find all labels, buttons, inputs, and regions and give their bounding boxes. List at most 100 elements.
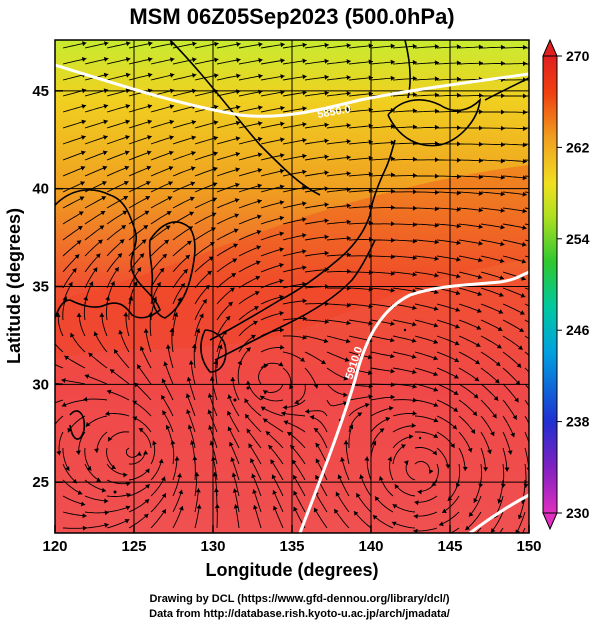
streamline <box>348 93 373 97</box>
streamline-arrow <box>81 119 86 125</box>
streamline-arrow <box>102 181 107 186</box>
streamline-arrow <box>147 57 153 62</box>
streamline-arrow <box>111 464 116 469</box>
streamline-arrow <box>281 411 286 417</box>
streamline-arrow <box>302 265 307 271</box>
streamline <box>414 303 439 311</box>
streamline-arrow <box>324 138 329 144</box>
streamline-arrow <box>433 433 438 438</box>
streamline <box>172 136 197 145</box>
streamline-arrow <box>470 429 475 434</box>
streamline-arrow <box>412 76 417 81</box>
streamline-arrow <box>263 418 268 423</box>
streamline-arrow <box>302 122 307 127</box>
streamline-arrow <box>167 196 173 201</box>
streamline-arrow <box>411 423 416 428</box>
streamline-arrow <box>80 501 86 507</box>
streamline <box>162 410 174 433</box>
streamline <box>480 255 505 263</box>
streamline-arrow <box>434 76 439 82</box>
streamline-arrow <box>280 105 285 111</box>
streamline-arrow <box>125 481 131 487</box>
colorbar-min-arrow <box>542 512 558 531</box>
streamline-arrow <box>412 255 417 261</box>
x-tick-label: 130 <box>200 538 225 555</box>
streamline <box>62 120 87 129</box>
streamline-arrow <box>164 239 169 245</box>
streamline-arrow <box>280 74 285 79</box>
streamline-arrow <box>346 75 351 80</box>
streamline-arrow <box>67 427 72 433</box>
streamline-arrow <box>190 440 195 445</box>
streamline-arrow <box>124 519 130 524</box>
streamline-arrow <box>434 239 439 245</box>
streamline-arrow <box>522 175 527 181</box>
streamline-arrow <box>324 122 329 128</box>
streamline-arrow <box>161 378 167 384</box>
streamline <box>233 488 240 513</box>
streamline <box>458 351 480 365</box>
streamline-arrow <box>162 410 167 416</box>
streamline-arrow <box>77 226 83 231</box>
streamline-arrow <box>192 57 197 63</box>
streamline <box>326 172 351 177</box>
streamline-arrow <box>412 124 417 130</box>
streamline-arrow <box>145 484 150 489</box>
streamline-arrow <box>432 450 437 455</box>
streamline-arrow <box>346 235 351 241</box>
streamline <box>436 367 459 379</box>
streamline <box>450 527 460 533</box>
streamline-arrow <box>499 275 504 280</box>
streamline-arrow <box>522 208 527 214</box>
streamline-arrow <box>185 393 191 399</box>
streamline-arrow <box>124 165 130 171</box>
streamline-arrow <box>455 324 460 329</box>
streamline-arrow <box>390 43 395 49</box>
streamline <box>282 266 307 273</box>
streamline-arrow <box>81 57 87 62</box>
streamline-arrow <box>522 109 527 115</box>
streamline <box>282 335 307 339</box>
streamline-arrow <box>253 320 258 326</box>
streamline-arrow <box>476 308 482 313</box>
streamline-arrow <box>230 457 236 462</box>
streamline <box>370 125 395 129</box>
streamline-arrow <box>280 121 285 127</box>
streamline-arrow <box>294 399 300 405</box>
streamline-arrow <box>258 73 263 79</box>
streamline-arrow <box>378 476 384 481</box>
streamline-arrow <box>83 296 88 301</box>
y-axis-label: Latitude (degrees) <box>4 208 24 364</box>
streamline <box>333 508 350 529</box>
streamline-arrow <box>144 499 150 504</box>
streamline-arrow <box>169 104 175 110</box>
y-tick-label: 25 <box>32 474 49 491</box>
streamline <box>106 493 131 497</box>
streamline <box>194 90 219 97</box>
streamline-arrow <box>236 57 241 63</box>
streamline-arrow <box>192 73 197 78</box>
streamline <box>348 395 373 401</box>
streamline-arrow <box>85 422 91 427</box>
streamline-arrow <box>231 472 237 478</box>
streamline-arrow <box>390 368 395 374</box>
streamline <box>436 351 460 363</box>
colorbar-max-arrow <box>542 38 558 57</box>
streamline <box>370 319 395 325</box>
streamline-arrow <box>212 182 218 187</box>
streamline <box>62 267 77 289</box>
streamline-arrow <box>500 241 505 247</box>
streamline <box>524 383 529 390</box>
streamline-arrow <box>76 313 82 317</box>
streamline-arrow <box>147 104 153 109</box>
streamline-arrow <box>121 225 126 230</box>
streamline-arrow <box>392 504 398 509</box>
streamline <box>128 104 153 113</box>
streamline-arrow <box>168 181 173 186</box>
streamline <box>260 263 284 273</box>
streamline-arrow <box>413 514 418 519</box>
streamline <box>62 254 80 273</box>
streamline <box>480 399 497 419</box>
streamline-arrow <box>390 140 395 146</box>
y-tick-label: 40 <box>32 181 49 198</box>
